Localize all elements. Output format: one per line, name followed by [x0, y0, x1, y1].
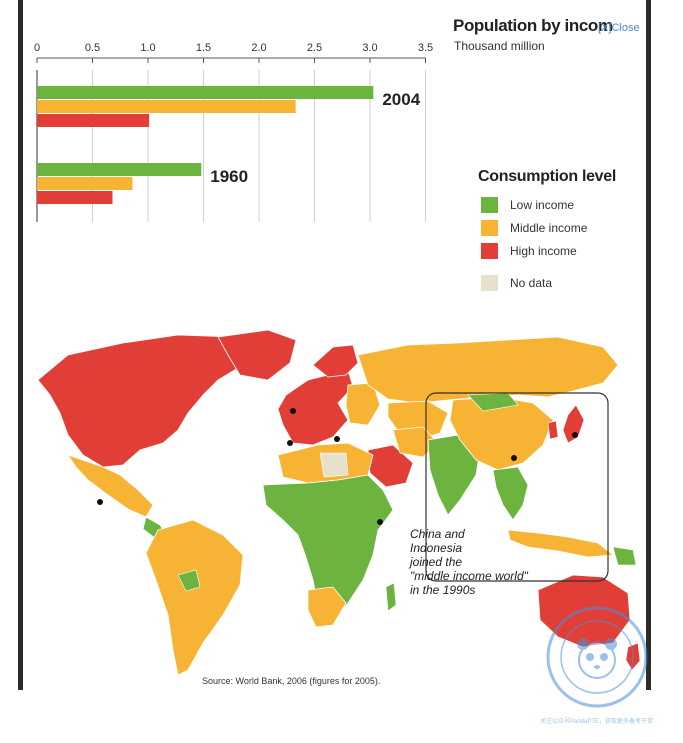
legend-swatch-high: [481, 243, 498, 259]
watermark-footnote: 关注公众号PandaPTE，获取更多备考干货: [540, 719, 654, 725]
category-label-1960: 1960: [210, 167, 248, 186]
legend-label-low: Low income: [510, 198, 575, 212]
map-marker: [334, 436, 340, 442]
map-europe-west: [277, 369, 354, 446]
legend-title: Consumption level: [478, 168, 617, 185]
map-greenland: [217, 329, 297, 381]
legend-swatch-nodata: [481, 275, 498, 291]
population-bar-chart: 0 0.5 1.0 1.5 2.0 2.5 3.0 3.5 2004 1960: [34, 42, 433, 222]
annotation-line: Indonesia: [410, 541, 463, 555]
map-annotation: China and Indonesia joined the "middle i…: [410, 527, 560, 597]
map-indonesia: [507, 529, 615, 558]
map-highlight-box: [425, 392, 609, 582]
map-marker: [290, 408, 296, 414]
bar-2004-0: [37, 86, 374, 99]
map-saudi-arabia: [367, 444, 414, 488]
map-mongolia: [467, 392, 519, 412]
x-tick-label: 2.5: [307, 42, 322, 54]
map-china: [449, 396, 554, 471]
annotation-line: "middle income world": [410, 569, 528, 583]
chart-subtitle: Thousand million: [454, 39, 545, 53]
bar-1960-1: [37, 177, 133, 190]
category-label-2004: 2004: [382, 90, 420, 109]
x-tick-label: 2.0: [251, 42, 266, 54]
legend-label-middle: Middle income: [510, 221, 588, 235]
map-marker: [377, 519, 383, 525]
map-southern-africa: [307, 586, 347, 628]
pandapte-watermark-logo: [546, 606, 648, 708]
legend-swatch-low: [481, 197, 498, 213]
map-sub-saharan-africa: [262, 474, 394, 621]
legend-swatch-middle: [481, 220, 498, 236]
map-south-america: [145, 519, 244, 676]
bar-2004-2: [37, 114, 150, 127]
map-korea: [547, 420, 559, 440]
map-scandinavia: [312, 344, 359, 378]
map-papua: [612, 546, 637, 566]
map-japan: [562, 404, 585, 444]
legend-item-no-data: No data: [481, 274, 552, 292]
legend-label-nodata: No data: [510, 276, 553, 290]
bar-1960-2: [37, 191, 113, 204]
close-link[interactable]: [X]Close: [598, 22, 640, 34]
legend-item-high-income: High income: [481, 242, 577, 260]
frame-left-border: [18, 0, 23, 690]
map-north-america: [37, 334, 259, 468]
world-income-map: [37, 329, 641, 676]
map-marker: [97, 499, 103, 505]
x-tick-label: 0: [34, 42, 40, 54]
bar-2004-1: [37, 100, 296, 113]
source-note: Source: World Bank, 2006 (figures for 20…: [202, 676, 381, 686]
chart-title: Population by incom: [453, 16, 613, 35]
map-madagascar: [385, 582, 397, 612]
annotation-line: China and: [410, 527, 465, 541]
frame-right-border: [646, 0, 651, 690]
x-tick-label: 3.0: [362, 42, 377, 54]
map-marker: [511, 455, 517, 461]
x-tick-label: 1.5: [196, 42, 211, 54]
legend-item-middle-income: Middle income: [481, 219, 587, 237]
map-libya-nodata: [319, 452, 349, 478]
legend-label-high: High income: [510, 244, 577, 258]
x-tick-label: 3.5: [418, 42, 433, 54]
map-marker: [287, 440, 293, 446]
annotation-line: in the 1990s: [410, 583, 476, 597]
map-bolivia: [177, 569, 201, 592]
x-tick-label: 0.5: [85, 42, 100, 54]
annotation-line: joined the: [410, 555, 463, 569]
map-marker: [572, 432, 578, 438]
map-southeast-asia: [492, 466, 529, 521]
legend-item-low-income: Low income: [481, 196, 574, 214]
bar-1960-0: [37, 163, 202, 176]
x-tick-label: 1.0: [140, 42, 155, 54]
